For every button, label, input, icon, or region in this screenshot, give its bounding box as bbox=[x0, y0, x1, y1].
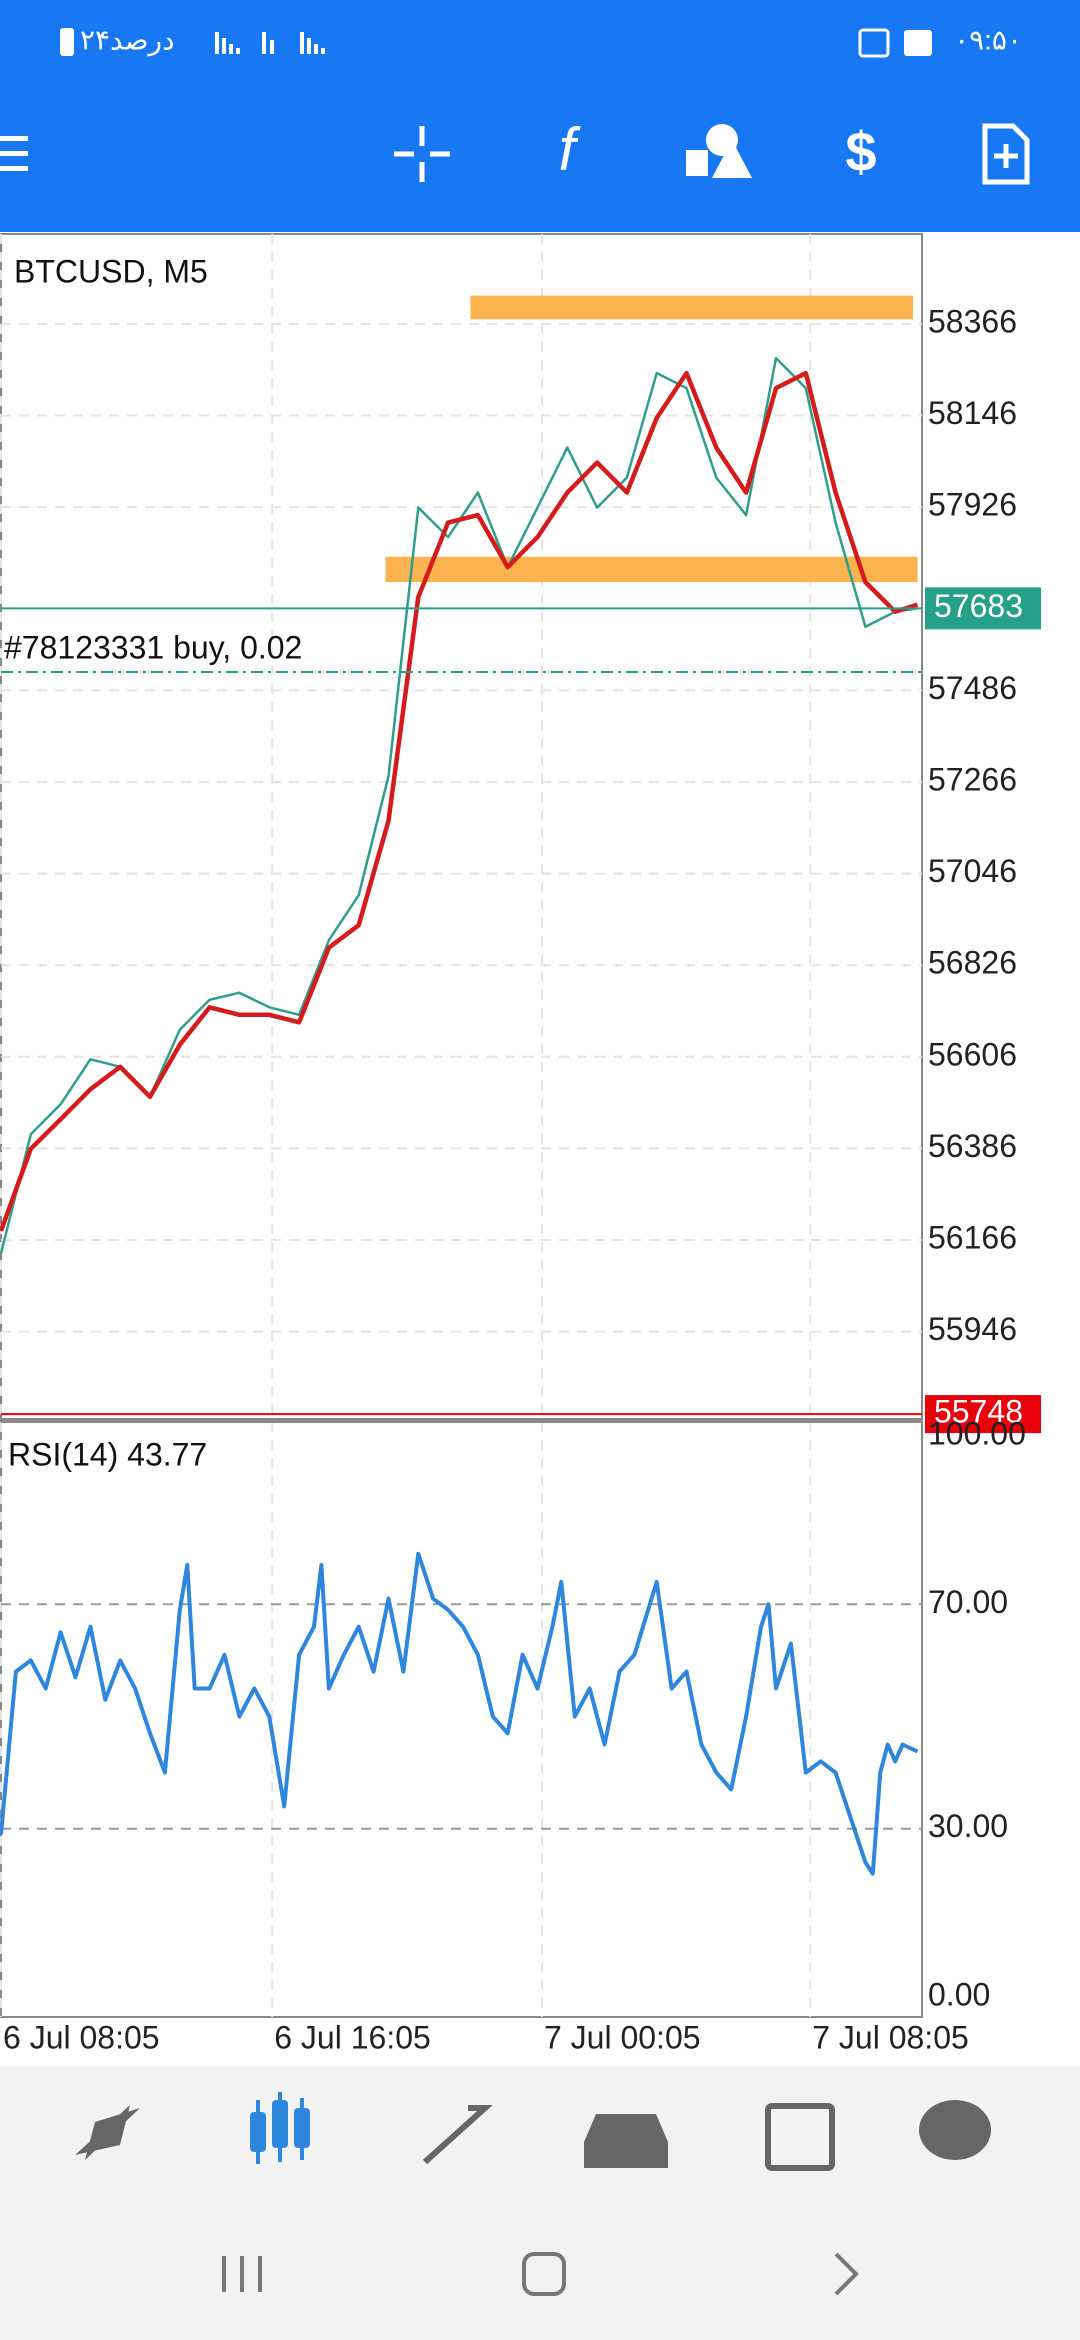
y-tick-label: 57926 bbox=[928, 487, 1017, 523]
current-price-label: 57683 bbox=[934, 588, 1023, 624]
battery-text: ۲۴درصد bbox=[80, 24, 175, 56]
y-tick-label: 56386 bbox=[928, 1128, 1017, 1164]
bottom-nav bbox=[0, 2066, 1080, 2340]
x-tick-label: 6 Jul 08:05 bbox=[3, 2019, 160, 2055]
new-order-button[interactable] bbox=[982, 123, 1030, 185]
objects-button[interactable] bbox=[686, 124, 752, 178]
y-tick-label: 70.00 bbox=[928, 1584, 1008, 1620]
chart-frame bbox=[0, 233, 923, 2018]
y-tick-label: 58146 bbox=[928, 395, 1017, 431]
battery-icon bbox=[60, 28, 74, 56]
price-zone bbox=[385, 556, 918, 583]
y-tick-label: 30.00 bbox=[928, 1808, 1008, 1844]
y-tick-label: 100.00 bbox=[928, 1415, 1026, 1451]
order-label: #78123331 buy, 0.02 bbox=[4, 630, 302, 666]
chat-tab[interactable] bbox=[919, 2100, 991, 2160]
quotes-tab[interactable] bbox=[75, 2105, 140, 2160]
y-tick-label: 56826 bbox=[928, 945, 1017, 981]
y-tick-label: 57486 bbox=[928, 670, 1017, 706]
indicators-button[interactable]: f bbox=[559, 116, 581, 183]
level-label: 55748 bbox=[934, 1394, 1023, 1430]
x-tick-label: 7 Jul 08:05 bbox=[812, 2019, 969, 2055]
trade-tab[interactable] bbox=[422, 2105, 493, 2165]
history-tab[interactable] bbox=[584, 2114, 668, 2168]
top-bar bbox=[0, 0, 1080, 232]
menu-button[interactable] bbox=[0, 136, 28, 171]
current-price-box bbox=[925, 587, 1041, 630]
x-tick-label: 6 Jul 16:05 bbox=[274, 2019, 431, 2055]
y-tick-label: 57266 bbox=[928, 761, 1017, 797]
image-icon bbox=[904, 30, 932, 56]
chart-tab[interactable] bbox=[250, 2092, 310, 2164]
trade-button[interactable]: $ bbox=[845, 120, 876, 183]
y-tick-label: 58366 bbox=[928, 303, 1017, 339]
panel-title: BTCUSD, M5 bbox=[14, 253, 208, 289]
series-line bbox=[0, 370, 919, 1232]
y-tick-label: 56166 bbox=[928, 1219, 1017, 1255]
series-line bbox=[0, 1551, 919, 1876]
y-tick-label: 0.00 bbox=[928, 1976, 990, 2012]
signal-icons bbox=[215, 32, 325, 54]
y-tick-label: 55946 bbox=[928, 1311, 1017, 1347]
calendar-icon bbox=[858, 28, 890, 58]
crosshair-button[interactable] bbox=[394, 126, 450, 182]
news-tab[interactable] bbox=[765, 2103, 835, 2171]
panel-title: RSI(14) 43.77 bbox=[8, 1436, 207, 1472]
y-tick-label: 57046 bbox=[928, 853, 1017, 889]
x-tick-label: 7 Jul 00:05 bbox=[544, 2019, 701, 2055]
system-nav bbox=[222, 2252, 859, 2296]
clock: ۰۹:۵۰ bbox=[954, 24, 1022, 55]
series-line bbox=[0, 356, 918, 1254]
level-box bbox=[925, 1395, 1041, 1434]
panel-separator bbox=[1, 1418, 922, 1423]
price-zone bbox=[470, 295, 914, 320]
y-tick-label: 56606 bbox=[928, 1036, 1017, 1072]
